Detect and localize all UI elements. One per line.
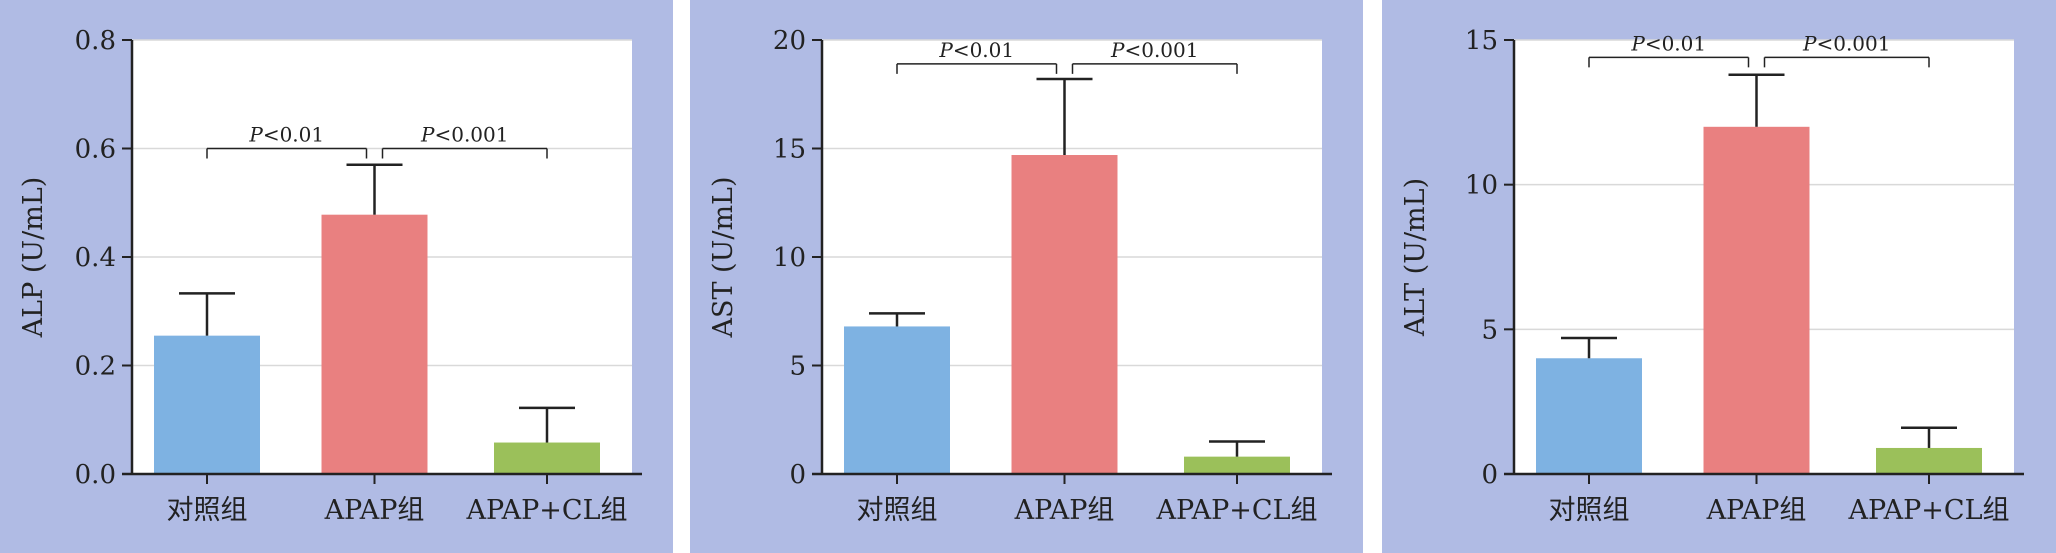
y-tick-label: 0.0 — [75, 460, 116, 490]
y-tick-label: 0 — [1481, 460, 1498, 490]
bar-2 — [321, 214, 428, 474]
category-label: APAP组 — [1706, 495, 1807, 526]
significance-label: P<0.001 — [1110, 38, 1198, 62]
y-tick-label: 15 — [1465, 26, 1498, 56]
y-tick-label: 0.4 — [75, 243, 116, 273]
y-axis-label: ALT (U/mL) — [1400, 178, 1431, 337]
category-label: APAP组 — [1014, 495, 1115, 526]
bar-2 — [1703, 126, 1810, 475]
significance-label: P<0.01 — [1630, 31, 1706, 55]
bar-2 — [1011, 155, 1118, 474]
category-label: 对照组 — [857, 495, 938, 526]
significance-label: P<0.01 — [938, 38, 1014, 62]
y-tick-label: 10 — [1465, 171, 1498, 201]
bar-3 — [1184, 456, 1290, 474]
y-tick-label: 0.8 — [75, 26, 116, 56]
y-tick-label: 10 — [773, 243, 806, 273]
y-tick-label: 0.6 — [75, 135, 116, 165]
category-label: APAP+CL组 — [1155, 495, 1317, 526]
category-label: 对照组 — [167, 495, 248, 526]
chart-panel-2: 0 5 10 15 20 对照组 APAP组 APAP+CL组 AST (U/mL) P<0.01… — [690, 0, 1363, 553]
y-tick-label: 15 — [773, 135, 806, 165]
chart-panel-3: 0 5 10 15 对照组 APAP组 APAP+CL组 ALT (U/mL) P<0.01 P<… — [1382, 0, 2056, 553]
bar-1 — [154, 335, 260, 474]
bar-3 — [1876, 447, 1982, 474]
bar-3 — [494, 442, 600, 474]
chart-panel-1: 0.0 0.2 0.4 0.6 0.8 对照组 APAP组 APAP+CL组 ALP (U/mL… — [0, 0, 673, 553]
bar-1 — [1536, 358, 1642, 474]
y-tick-label: 0.2 — [75, 352, 116, 382]
category-label: APAP+CL组 — [465, 495, 627, 526]
y-axis-label: ALP (U/mL) — [18, 177, 49, 339]
y-tick-label: 20 — [773, 26, 806, 56]
category-label: 对照组 — [1549, 495, 1630, 526]
category-label: APAP组 — [324, 495, 425, 526]
significance-label: P<0.001 — [1802, 31, 1890, 55]
category-label: APAP+CL组 — [1847, 495, 2009, 526]
significance-label: P<0.001 — [420, 123, 508, 147]
y-axis-label: AST (U/mL) — [708, 176, 739, 338]
significance-label: P<0.01 — [248, 123, 324, 147]
y-tick-label: 5 — [1481, 315, 1498, 345]
bar-1 — [844, 326, 950, 474]
y-tick-label: 0 — [789, 460, 806, 490]
y-tick-label: 5 — [789, 352, 806, 382]
